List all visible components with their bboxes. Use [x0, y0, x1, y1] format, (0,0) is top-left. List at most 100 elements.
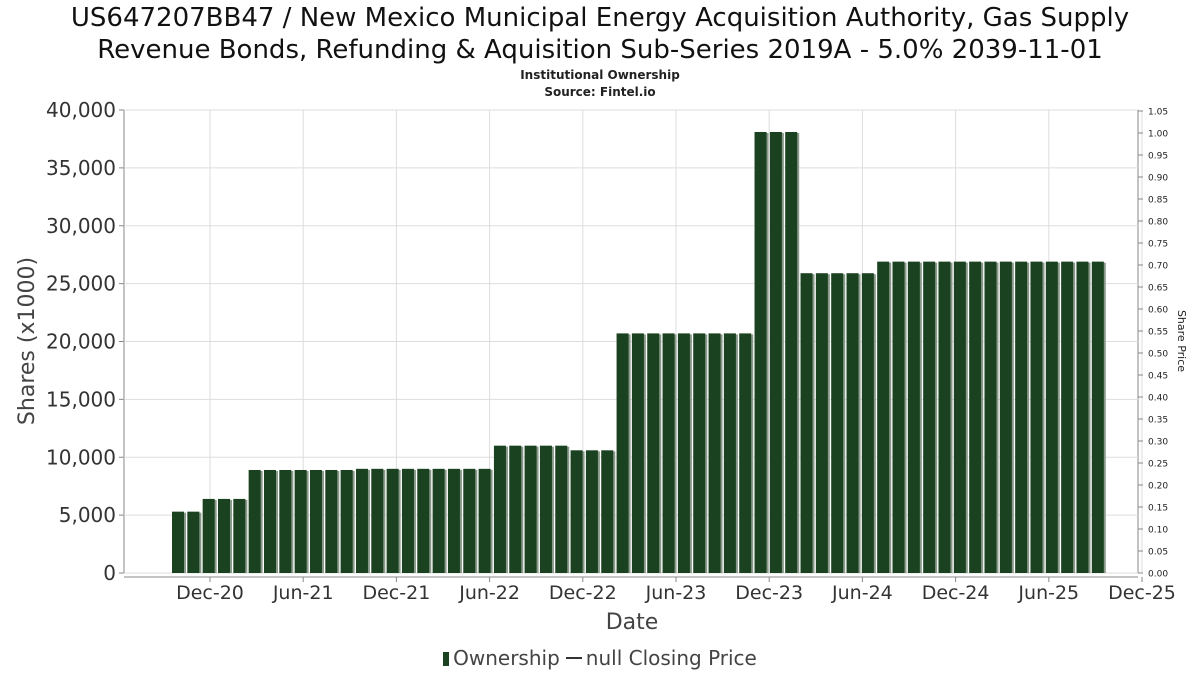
ownership-bar [861, 273, 874, 573]
y2-tick-label: 0.75 [1148, 240, 1168, 250]
price-legend-swatch [565, 657, 582, 659]
ownership-bar [447, 468, 460, 573]
ownership-bar [432, 468, 445, 573]
ownership-bar [172, 511, 184, 573]
x-tick-label: Jun-21 [272, 582, 334, 604]
ownership-bar [1030, 261, 1043, 573]
y-tick-label: 30,000 [46, 214, 116, 238]
x-tick-label: Dec-23 [735, 582, 803, 604]
ownership-bar [723, 333, 736, 573]
chart-title-line2: Revenue Bonds, Refunding & Aquisition Su… [97, 35, 1103, 65]
x-tick-label: Dec-20 [176, 582, 244, 604]
ownership-bar [831, 273, 844, 573]
y-tick-label: 25,000 [46, 272, 116, 296]
y2-tick-label: 0.80 [1148, 218, 1168, 228]
ownership-bar [294, 469, 307, 573]
ownership-bar [631, 333, 644, 573]
y2-tick-label: 0.60 [1148, 306, 1168, 316]
ownership-bar [555, 445, 568, 573]
ownership-bar [493, 445, 506, 573]
ownership-bar [1091, 261, 1104, 573]
y2-tick-label: 0.15 [1148, 504, 1168, 514]
y2-tick-label: 0.35 [1148, 416, 1168, 426]
y-tick-label: 40,000 [46, 98, 116, 122]
ownership-bar [233, 498, 246, 573]
chart-source: Source: Fintel.io [544, 85, 656, 99]
y2-tick-label: 0.70 [1148, 262, 1168, 272]
y2-tick-label: 0.50 [1148, 350, 1168, 360]
y2-tick-label: 0.90 [1148, 174, 1168, 184]
ownership-bar [815, 273, 828, 573]
ownership-bar [754, 131, 767, 573]
chart-title-line1: US647207BB47 / New Mexico Municipal Ener… [70, 3, 1130, 33]
ownership-bar [938, 261, 951, 573]
ownership-bar [984, 261, 997, 573]
ownership-bar [769, 131, 782, 573]
y2-tick-label: 1.05 [1148, 108, 1168, 118]
ownership-bar [739, 333, 752, 573]
ownership-bar [217, 498, 230, 573]
ownership-bar [1076, 261, 1089, 573]
ownership-bar [340, 469, 353, 573]
ownership-bar [570, 450, 583, 573]
ownership-bar [923, 261, 936, 573]
y2-tick-label: 0.45 [1148, 372, 1168, 382]
ownership-bar [677, 333, 690, 573]
y2-axis-title: Share Price [1175, 310, 1188, 372]
ownership-bar [616, 333, 629, 573]
y-tick-label: 15,000 [46, 387, 116, 411]
ownership-bar [509, 445, 522, 573]
ownership-bar [248, 469, 261, 573]
ownership-bar [999, 261, 1012, 573]
y2-tick-label: 0.40 [1148, 394, 1168, 404]
y-tick-label: 35,000 [46, 156, 116, 180]
ownership-bar [785, 131, 798, 573]
x-tick-label: Dec-24 [922, 582, 990, 604]
y2-tick-label: 1.00 [1148, 130, 1168, 140]
y2-tick-label: 0.95 [1148, 152, 1168, 162]
chart-legend: Ownership null Closing Price [0, 646, 1200, 670]
ownership-legend-label: Ownership [453, 646, 560, 670]
x-tick-label: Jun-23 [645, 582, 707, 604]
ownership-bar [953, 261, 966, 573]
ownership-bar [309, 469, 322, 573]
y2-tick-label: 0.30 [1148, 438, 1168, 448]
y-tick-label: 20,000 [46, 330, 116, 354]
x-axis-title: Date [606, 610, 659, 635]
ownership-bar [877, 261, 890, 573]
ownership-bar [647, 333, 660, 573]
y2-tick-label: 0.25 [1148, 460, 1168, 470]
chart-subtitle: Institutional Ownership [520, 68, 680, 82]
ownership-bar [1045, 261, 1058, 573]
y2-tick-label: 0.00 [1148, 570, 1168, 580]
ownership-bar [355, 468, 368, 573]
ownership-bar [263, 469, 276, 573]
y-tick-label: 5,000 [59, 503, 116, 527]
ownership-bar [662, 333, 675, 573]
y-axis-title: Shares (x1000) [15, 257, 40, 425]
x-tick-label: Jun-24 [831, 582, 893, 604]
ownership-bar [279, 469, 292, 573]
ownership-bar [202, 498, 215, 573]
ownership-bar [969, 261, 982, 573]
x-tick-label: Jun-25 [1017, 582, 1079, 604]
y2-tick-label: 0.10 [1148, 526, 1168, 536]
ownership-bar [478, 468, 491, 573]
y2-tick-label: 0.65 [1148, 284, 1168, 294]
ownership-bar [325, 469, 338, 573]
ownership-bar [585, 450, 598, 573]
ownership-bar [846, 273, 859, 573]
ownership-bar [463, 468, 476, 573]
ownership-bar [539, 445, 552, 573]
ownership-bar [1015, 261, 1028, 573]
price-legend-label: null Closing Price [585, 646, 757, 670]
y2-tick-label: 0.20 [1148, 482, 1168, 492]
x-tick-label: Dec-22 [549, 582, 617, 604]
y2-tick-label: 0.85 [1148, 196, 1168, 206]
ownership-bar [524, 445, 537, 573]
ownership-bar [1061, 261, 1074, 573]
y2-tick-label: 0.05 [1148, 548, 1168, 558]
ownership-bar [386, 468, 399, 573]
ownership-bar [417, 468, 430, 573]
